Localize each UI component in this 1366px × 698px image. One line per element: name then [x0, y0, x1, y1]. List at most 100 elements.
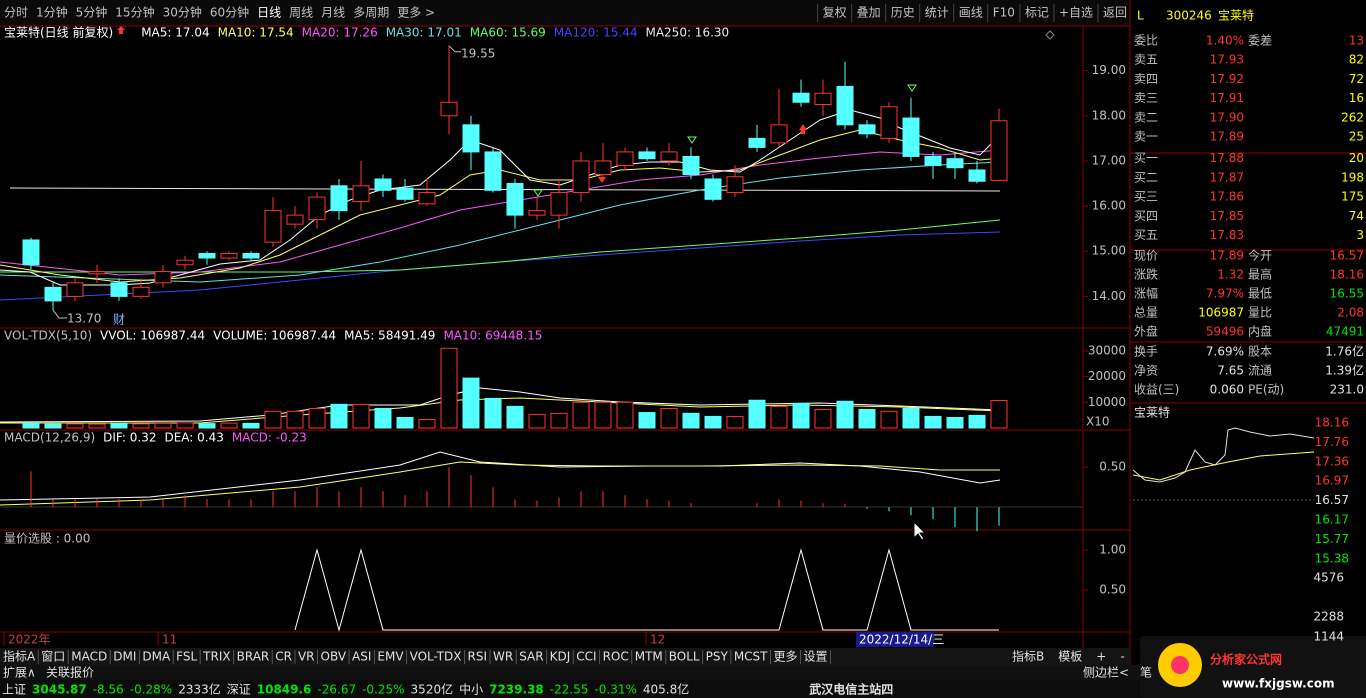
tool-button[interactable]: 历史	[891, 6, 915, 20]
candle-body	[198, 253, 216, 259]
mini-price-label: 15.77	[1315, 532, 1349, 546]
volume-bar	[858, 408, 876, 429]
template-tab[interactable]: 指标B	[1012, 649, 1044, 664]
signal-marker	[533, 189, 543, 197]
indicator-tab[interactable]: ASI	[352, 650, 371, 664]
status-item: 3520亿	[411, 682, 454, 697]
period-tab[interactable]: 15分钟	[115, 5, 154, 20]
period-tab[interactable]: 60分钟	[210, 5, 249, 20]
tool-button[interactable]: 返回	[1103, 6, 1127, 20]
status-item: 10849.6	[257, 683, 312, 697]
indicator-tab[interactable]: PSY	[706, 650, 729, 664]
indicator-tab[interactable]: CCI	[576, 650, 596, 664]
tool-button[interactable]: 统计	[925, 6, 949, 20]
indicator-tab[interactable]: 窗口	[41, 650, 65, 664]
legend-item: VOL-TDX(5,10)	[4, 329, 92, 343]
tool-button[interactable]: +自选	[1059, 6, 1093, 20]
quote-value: 1.40%	[1206, 34, 1244, 48]
high-annotation: 19.55	[461, 46, 495, 60]
book-price: 17.88	[1210, 151, 1244, 165]
indicator-tab[interactable]: FSL	[176, 650, 197, 664]
status-item: 7239.38	[489, 683, 544, 697]
candle-body	[242, 253, 260, 259]
quote-label: 涨幅	[1134, 286, 1158, 301]
volume-bar	[990, 399, 1008, 429]
indicator-tab[interactable]: EMV	[377, 650, 404, 664]
indicator-tab[interactable]: DMI	[113, 650, 136, 664]
volume-bar	[616, 401, 634, 429]
candle-body	[946, 158, 964, 169]
mini-volume-label: 1144	[1313, 630, 1344, 644]
period-tab[interactable]: 日线	[257, 6, 281, 20]
candle-body	[176, 259, 194, 266]
period-tab[interactable]: 30分钟	[163, 5, 202, 20]
indicator-tab[interactable]: ROC	[603, 650, 629, 664]
indicator-tab[interactable]: SAR	[519, 650, 543, 664]
indicator-tab[interactable]: BOLL	[669, 650, 700, 664]
period-tab[interactable]: 更多 >	[397, 6, 435, 20]
template-tab[interactable]: +	[1096, 650, 1106, 664]
volume-bar	[330, 403, 348, 429]
volume-bar	[770, 405, 788, 429]
period-tab[interactable]: 周线	[289, 6, 313, 20]
mouse-cursor	[913, 520, 927, 541]
indicator-tab[interactable]: BRAR	[237, 650, 270, 664]
indicator-tab[interactable]: VR	[298, 650, 315, 664]
tool-button[interactable]: 叠加	[857, 6, 881, 20]
tool-button[interactable]: F10	[993, 6, 1015, 20]
candle-body	[154, 271, 172, 284]
candle-body	[902, 117, 920, 157]
y-tick-label: 18.00	[1092, 108, 1126, 122]
status-item: 3045.87	[32, 683, 87, 697]
tool-button[interactable]: 画线	[959, 6, 983, 20]
candle-body	[792, 92, 810, 103]
ma-legend: MA30: 17.01	[386, 26, 462, 40]
volume-bar	[264, 410, 282, 429]
period-tab[interactable]: 多周期	[353, 6, 389, 20]
period-tab[interactable]: 5分钟	[76, 5, 108, 20]
indicator-tab[interactable]: CR	[275, 650, 292, 664]
indicator-tab[interactable]: MTM	[635, 650, 663, 664]
book-volume: 198	[1341, 170, 1364, 184]
book-volume: 72	[1349, 72, 1364, 86]
legend-item: DEA: 0.43	[164, 431, 223, 445]
ma-legend: MA250: 16.30	[645, 26, 729, 40]
volume-bar	[594, 401, 612, 429]
quote-value: 13	[1349, 34, 1364, 48]
candle-body	[880, 106, 898, 139]
volume-bar	[374, 407, 392, 429]
indicator-tab[interactable]: MCST	[734, 650, 768, 664]
template-tab[interactable]: 模板	[1058, 650, 1082, 664]
indicator-tab[interactable]: TRIX	[202, 650, 230, 664]
indicator-tab[interactable]: WR	[493, 650, 513, 664]
indicator-tab[interactable]: RSI	[468, 650, 488, 664]
indicator-tab[interactable]: KDJ	[550, 650, 571, 664]
quote-label: 外盘	[1134, 324, 1158, 339]
period-tab[interactable]: 1分钟	[36, 5, 68, 20]
fund-label: PE(动)	[1248, 383, 1284, 397]
y-tick-label: 19.00	[1092, 63, 1126, 77]
book-price: 17.91	[1210, 91, 1244, 105]
indicator-tab[interactable]: 指标A	[3, 649, 36, 664]
mini-avg-line	[1132, 451, 1315, 481]
period-tab[interactable]: 分时	[4, 6, 28, 20]
period-tab[interactable]: 月线	[321, 6, 345, 20]
tool-button[interactable]: 复权	[823, 6, 847, 20]
template-tab[interactable]: -	[1120, 650, 1124, 664]
extra-tab[interactable]: 关联报价	[46, 665, 94, 680]
extra-tab[interactable]: 侧边栏<	[1083, 665, 1129, 680]
indicator-tab[interactable]: 设置	[804, 650, 828, 664]
indicator-tab[interactable]: 更多	[774, 650, 798, 664]
extra-tab[interactable]: 扩展∧	[3, 666, 36, 680]
extra-tab[interactable]: 笔	[1140, 665, 1152, 680]
candle-body	[638, 151, 656, 160]
indicator-tab[interactable]: DMA	[142, 650, 171, 664]
tool-button[interactable]: 标记	[1025, 6, 1049, 20]
volume-bar	[924, 415, 942, 429]
indicator-tab[interactable]: OBV	[321, 650, 347, 664]
indicator-tab[interactable]: MACD	[71, 650, 107, 664]
quote-value: 16.55	[1330, 287, 1364, 301]
book-price: 17.93	[1210, 53, 1244, 67]
y-tick-label: 10000	[1088, 395, 1126, 409]
indicator-tab[interactable]: VOL-TDX	[410, 650, 462, 664]
